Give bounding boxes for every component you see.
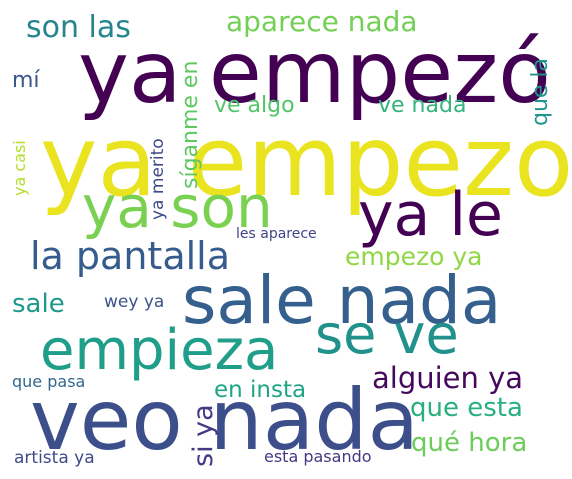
word-empieza: empieza [40, 318, 279, 383]
word-ve-nada: ve nada [378, 93, 467, 118]
word-son-las: son las [26, 10, 131, 45]
word-alguien-ya: alguien ya [372, 361, 524, 395]
word-veo-nada: veo nada [30, 371, 419, 469]
word-sale: sale [12, 289, 65, 319]
word-artista-ya: artista ya [14, 448, 95, 468]
word-que-esta: que esta [410, 393, 523, 423]
word-se-ve: se ve [315, 303, 459, 366]
word-que-la: que la [528, 57, 553, 126]
word-ya-merito: ya merito [148, 138, 168, 220]
word-ya-empezo: ya empezo [40, 105, 572, 218]
word-que-hora: qué hora [411, 428, 528, 458]
word-ya-le: ya le [358, 180, 503, 250]
word-ya-son: ya son [82, 173, 273, 241]
word-ya-casi: ya casi [10, 140, 29, 196]
word-esta-pasando: esta pasando [264, 447, 372, 466]
word-mi: mí [12, 68, 40, 93]
word-sale-nada: sale nada [182, 262, 502, 339]
word-si-ya: si ya [188, 404, 219, 467]
word-la-pantalla: la pantalla [30, 234, 231, 278]
word-wey-ya: wey ya [104, 292, 165, 312]
word-ya-empezo-accent: ya empezó [78, 23, 551, 123]
word-empezo-ya: empezo ya [345, 242, 483, 271]
word-les-aparece: les aparece [236, 226, 317, 242]
word-siganme-en: síganme en [178, 60, 203, 189]
word-ve-algo: ve algo [214, 93, 295, 118]
word-en-insta: en insta [214, 377, 307, 403]
word-que-pasa: que pasa [12, 372, 86, 391]
word-aparece-nada: aparece nada [226, 5, 418, 38]
